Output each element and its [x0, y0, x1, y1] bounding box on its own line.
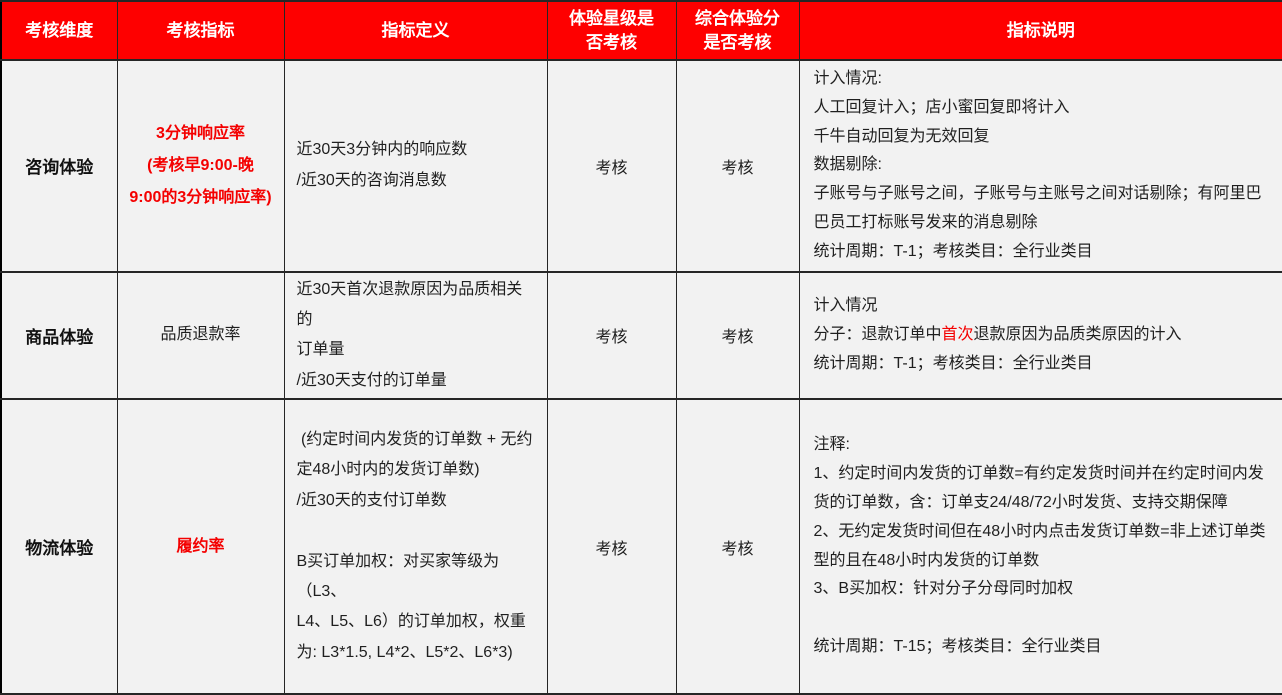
- header-definition: 指标定义: [283, 0, 548, 61]
- description-highlight: 首次: [941, 325, 974, 343]
- description-line: 统计周期：T-1；考核类目：全行业类目: [813, 354, 1093, 372]
- star-assess-cell: 考核: [546, 59, 677, 273]
- description-cell: 注释: 1、约定时间内发货的订单数=有约定发货时间并在约定时间内发 货的订单数，…: [798, 398, 1282, 695]
- header-composite-assessed: 综合体验分 是否考核: [675, 0, 800, 61]
- composite-assess-cell: 考核: [675, 270, 800, 401]
- star-assess-cell: 考核: [546, 398, 677, 695]
- header-row: 考核维度 考核指标 指标定义 体验星级是 否考核 综合体验分 是否考核 指标说明: [0, 0, 1282, 61]
- description-cell: 计入情况分子：退款订单中首次退款原因为品质类原因的计入统计周期：T-1；考核类目…: [798, 270, 1282, 401]
- description-line: 计入情况: [813, 297, 878, 315]
- header-star-assessed: 体验星级是 否考核: [546, 0, 677, 61]
- description-line: 分子：退款订单中首次退款原因为品质类原因的计入: [814, 321, 1267, 350]
- header-indicator: 考核指标: [116, 0, 285, 61]
- definition-cell: 近30天3分钟内的响应数 /近30天的咨询消息数: [283, 59, 548, 273]
- star-assess-cell: 考核: [546, 270, 677, 401]
- composite-assess-cell: 考核: [675, 59, 800, 273]
- header-description: 指标说明: [798, 0, 1282, 61]
- definition-cell: (约定时间内发货的订单数 + 无约 定48小时内的发货订单数) /近30天的支付…: [283, 398, 548, 695]
- definition-cell: 近30天首次退款原因为品质相关的 订单量 /近30天支付的订单量: [283, 270, 548, 401]
- composite-assess-cell: 考核: [675, 398, 800, 695]
- indicator-cell: 品质退款率: [116, 270, 285, 401]
- description-text: 退款原因为品质类原因的计入: [973, 325, 1182, 343]
- row-product-experience: 商品体验 品质退款率 近30天首次退款原因为品质相关的 订单量 /近30天支付的…: [0, 270, 1282, 401]
- indicator-cell: 3分钟响应率 (考核早9:00-晚 9:00的3分钟响应率): [116, 59, 285, 273]
- description-text: 分子：退款订单中: [813, 325, 942, 343]
- row-logistics-experience: 物流体验 履约率 (约定时间内发货的订单数 + 无约 定48小时内的发货订单数)…: [0, 398, 1282, 695]
- dimension-cell: 商品体验: [0, 270, 118, 401]
- dimension-cell: 物流体验: [0, 398, 118, 695]
- description-cell: 计入情况: 人工回复计入；店小蜜回复即将计入 千牛自动回复为无效回复 数据剔除:…: [798, 59, 1282, 273]
- row-consult-experience: 咨询体验 3分钟响应率 (考核早9:00-晚 9:00的3分钟响应率) 近30天…: [0, 59, 1282, 273]
- indicator-cell: 履约率: [116, 398, 285, 695]
- header-dimension: 考核维度: [0, 0, 118, 61]
- dimension-cell: 咨询体验: [0, 59, 118, 273]
